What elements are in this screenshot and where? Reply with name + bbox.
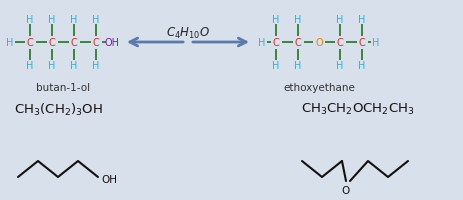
Text: C: C xyxy=(49,38,55,48)
Text: H: H xyxy=(294,61,301,71)
Text: H: H xyxy=(6,38,13,48)
Text: H: H xyxy=(272,15,279,25)
Text: $\mathregular{CH_3(CH_2)_3OH}$: $\mathregular{CH_3(CH_2)_3OH}$ xyxy=(13,101,102,118)
Text: H: H xyxy=(70,15,77,25)
Text: OH: OH xyxy=(104,38,119,48)
Text: H: H xyxy=(357,15,365,25)
Text: C: C xyxy=(294,38,301,48)
Text: H: H xyxy=(48,61,56,71)
Text: $\mathregular{CH_3CH_2OCH_2CH_3}$: $\mathregular{CH_3CH_2OCH_2CH_3}$ xyxy=(300,101,414,117)
Text: C: C xyxy=(26,38,33,48)
Text: C: C xyxy=(93,38,99,48)
Text: H: H xyxy=(48,15,56,25)
Text: C: C xyxy=(336,38,343,48)
Text: O: O xyxy=(341,185,350,195)
Text: H: H xyxy=(336,61,343,71)
Text: H: H xyxy=(371,38,379,48)
Text: ethoxyethane: ethoxyethane xyxy=(282,83,354,93)
Text: H: H xyxy=(92,61,100,71)
Text: H: H xyxy=(26,15,34,25)
Text: O: O xyxy=(314,38,322,48)
Text: H: H xyxy=(294,15,301,25)
Text: H: H xyxy=(357,61,365,71)
Text: H: H xyxy=(258,38,265,48)
Text: butan-1-ol: butan-1-ol xyxy=(36,83,90,93)
Text: C: C xyxy=(358,38,364,48)
Text: H: H xyxy=(336,15,343,25)
Text: C: C xyxy=(70,38,77,48)
Text: H: H xyxy=(26,61,34,71)
Text: C: C xyxy=(272,38,279,48)
Text: $C_4H_{10}O$: $C_4H_{10}O$ xyxy=(166,25,210,40)
Text: H: H xyxy=(92,15,100,25)
Text: H: H xyxy=(272,61,279,71)
Text: H: H xyxy=(70,61,77,71)
Text: OH: OH xyxy=(101,174,117,184)
